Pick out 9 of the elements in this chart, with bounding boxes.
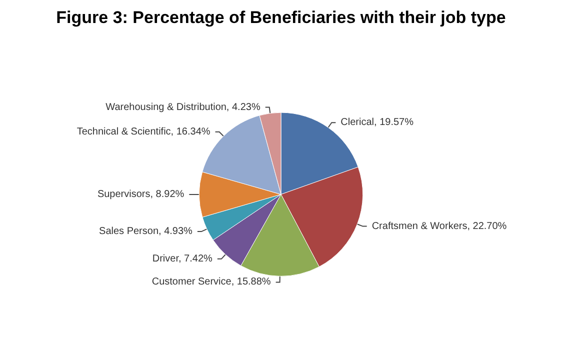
slice-label: Clerical, 19.57% (340, 117, 414, 128)
slice-label: Customer Service, 15.88% (152, 276, 271, 288)
slice-label: Warehousing & Distribution, 4.23% (106, 102, 260, 113)
chart-title: Figure 3: Percentage of Beneficiaries with their job type (56, 8, 506, 27)
slice-label: Driver, 7.42% (152, 253, 213, 264)
slice-label: Technical & Scientific, 16.34% (76, 126, 210, 138)
slice-label: Sales Person, 4.93% (99, 226, 193, 238)
slice-label: Craftsmen & Workers, 22.70% (372, 220, 507, 232)
slice-label: Supervisors, 8.92% (97, 189, 184, 200)
